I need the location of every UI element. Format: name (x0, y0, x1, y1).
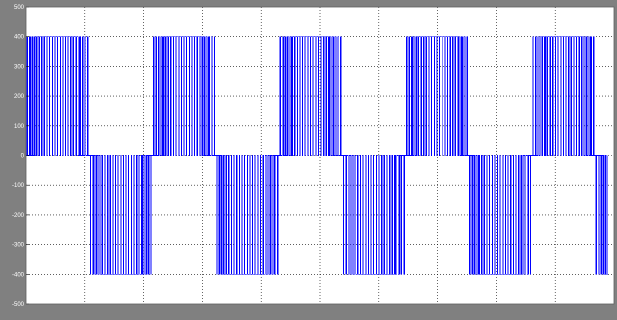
signal-series (26, 36, 609, 275)
y-tick-label: -100 (12, 183, 25, 189)
y-tick-label: 400 (14, 35, 25, 41)
y-tick-label: -500 (12, 302, 25, 308)
y-tick-label: -200 (12, 213, 25, 219)
y-tick-label: 200 (14, 94, 25, 100)
y-tick-label: 100 (14, 124, 25, 130)
y-axis: 500 400 300 200 100 0 -100 -200 -300 -400 -500 (12, 5, 615, 308)
axes-border (25, 6, 615, 305)
pwm-series-line (26, 36, 609, 275)
y-tick-label: 500 (14, 5, 25, 11)
y-tick-label: -300 (12, 243, 25, 249)
y-tick-label: 0 (21, 154, 25, 160)
y-tick-label: -400 (12, 272, 25, 278)
y-tick-label: 300 (14, 64, 25, 70)
